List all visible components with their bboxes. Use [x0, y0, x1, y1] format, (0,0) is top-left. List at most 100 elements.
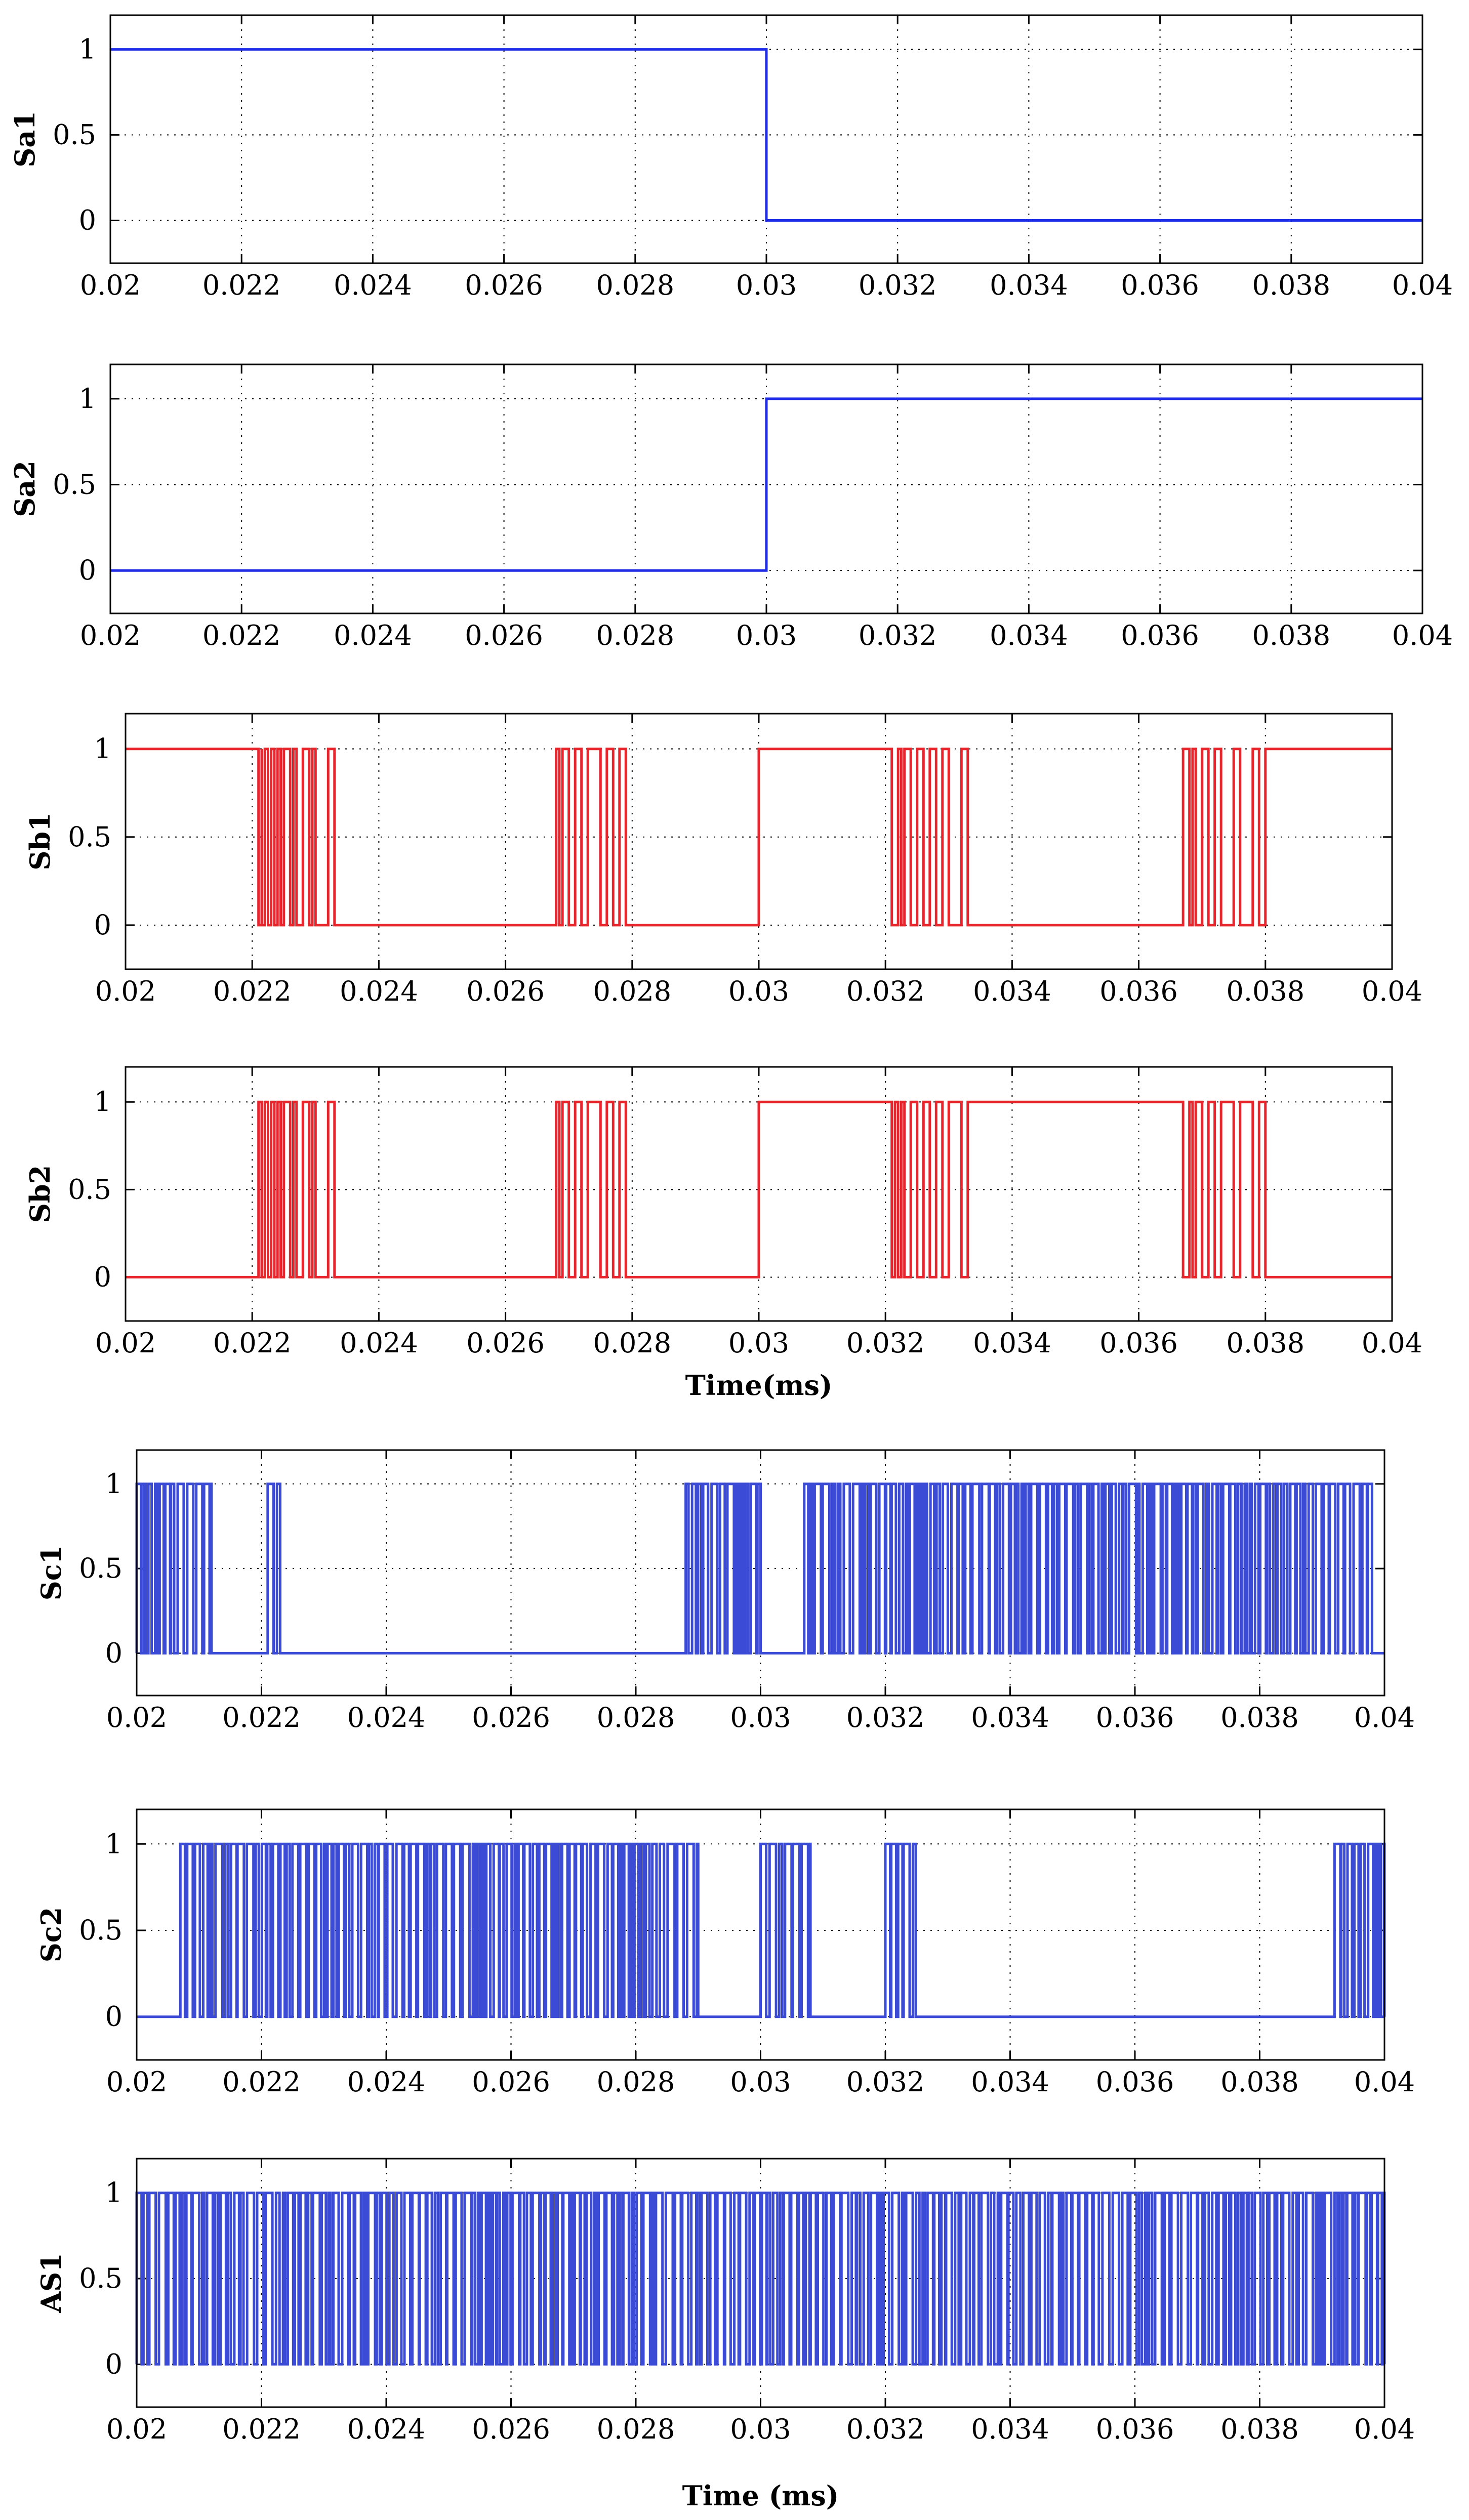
x-tick-label: 0.028 — [597, 1702, 675, 1733]
plot-frame — [136, 2158, 1385, 2408]
x-tick-label: 0.038 — [1252, 619, 1331, 651]
x-tick-label: 0.036 — [1121, 619, 1199, 651]
plot-frame — [136, 1449, 1385, 1697]
x-tick-label: 0.032 — [859, 269, 937, 301]
x-tick-label: 0.038 — [1252, 269, 1331, 301]
x-tick-label: 0.032 — [846, 2413, 925, 2445]
x-tick-label: 0.04 — [1392, 619, 1453, 651]
x-tick-label: 0.038 — [1227, 975, 1305, 1007]
y-tick-label: 1 — [79, 383, 96, 415]
signal-trace-sa1 — [110, 48, 1422, 222]
plot-frame — [109, 14, 1423, 264]
signal-trace-sa2 — [110, 397, 1422, 572]
x-tick-label: 0.028 — [593, 1327, 672, 1359]
y-axis-label: Sb2 — [24, 1165, 56, 1223]
x-tick-label: 0.028 — [597, 2413, 675, 2445]
x-tick-label: 0.034 — [990, 269, 1068, 301]
y-tick-label: 0.5 — [53, 469, 96, 501]
x-tick-label: 0.02 — [106, 2066, 167, 2098]
x-tick-label: 0.03 — [728, 975, 789, 1007]
x-tick-label: 0.032 — [846, 1327, 925, 1359]
x-tick-label: 0.022 — [202, 619, 281, 651]
signal-trace-sb2 — [126, 1100, 1392, 1278]
signal-trace-as1 — [135, 2192, 1386, 2366]
y-tick-label: 0 — [94, 909, 111, 941]
y-tick-label: 0.5 — [53, 119, 96, 151]
x-tick-label: 0.036 — [1096, 2413, 1174, 2445]
y-tick-label: 1 — [94, 1086, 111, 1118]
y-tick-label: 1 — [105, 2177, 123, 2209]
x-tick-label: 0.024 — [347, 2413, 426, 2445]
x-tick-label: 0.036 — [1099, 1327, 1178, 1359]
x-tick-label: 0.026 — [465, 619, 543, 651]
x-tick-label: 0.034 — [971, 2066, 1049, 2098]
x-tick-label: 0.034 — [973, 975, 1051, 1007]
x-tick-label: 0.028 — [596, 619, 675, 651]
y-axis-label: AS1 — [35, 2253, 67, 2313]
x-tick-label: 0.034 — [971, 1702, 1049, 1733]
x-tick-label: 0.026 — [465, 269, 543, 301]
panel-sa2: 0.02 0.022 0.024 0.026 0.028 0.03 0.032 0.034 0.… — [9, 363, 1453, 651]
x-tick-label: 0.022 — [222, 1702, 301, 1733]
x-tick-label: 0.022 — [202, 269, 281, 301]
x-tick-label: 0.04 — [1362, 975, 1422, 1007]
x-tick-label: 0.024 — [334, 619, 412, 651]
signal-trace-sc1 — [135, 1482, 1384, 1655]
x-tick-label: 0.02 — [80, 619, 141, 651]
y-tick-label: 0.5 — [68, 821, 111, 853]
y-axis-label: Sa2 — [9, 461, 41, 517]
x-tick-label: 0.024 — [340, 975, 418, 1007]
x-tick-label: 0.024 — [340, 1327, 418, 1359]
x-tick-label: 0.03 — [730, 1702, 791, 1733]
x-tick-label: 0.03 — [730, 2066, 791, 2098]
y-tick-label: 0.5 — [68, 1173, 111, 1205]
x-axis-label: Time(ms) — [685, 1369, 833, 1401]
x-tick-label: 0.028 — [596, 269, 675, 301]
panel-sb1: 0.02 0.022 0.024 0.026 0.028 0.03 0.032 0.034 0.… — [24, 713, 1422, 1007]
panel-sc1: 0.02 0.022 0.024 0.026 0.028 0.03 0.032 0.034 0.… — [35, 1449, 1415, 1733]
y-axis-label: Sb1 — [24, 812, 56, 870]
x-tick-label: 0.036 — [1099, 975, 1178, 1007]
x-tick-label: 0.03 — [730, 2413, 791, 2445]
y-tick-label: 0 — [94, 1261, 111, 1293]
y-axis-label: Sc1 — [35, 1545, 67, 1600]
x-tick-label: 0.02 — [106, 1702, 167, 1733]
y-axis-label: Sc2 — [35, 1907, 67, 1962]
y-tick-label: 1 — [105, 1828, 123, 1860]
x-tick-label: 0.02 — [106, 2413, 167, 2445]
x-tick-label: 0.028 — [593, 975, 672, 1007]
x-tick-label: 0.034 — [973, 1327, 1051, 1359]
y-tick-label: 1 — [79, 33, 96, 65]
y-tick-label: 1 — [94, 733, 111, 765]
y-axis-label: Sa1 — [9, 111, 41, 168]
x-tick-label: 0.03 — [736, 619, 797, 651]
x-tick-label: 0.038 — [1220, 1702, 1299, 1733]
y-tick-label: 0.5 — [79, 1914, 123, 1946]
y-tick-label: 1 — [105, 1468, 123, 1500]
y-tick-label: 0 — [105, 2348, 123, 2380]
x-tick-label: 0.022 — [222, 2066, 301, 2098]
x-tick-label: 0.04 — [1354, 2066, 1415, 2098]
y-tick-label: 0.5 — [79, 1552, 123, 1584]
x-tick-label: 0.02 — [80, 269, 141, 301]
x-tick-label: 0.032 — [846, 1702, 925, 1733]
x-tick-label: 0.032 — [846, 975, 925, 1007]
plot-frame — [136, 1808, 1385, 2061]
x-tick-label: 0.02 — [95, 975, 156, 1007]
y-tick-label: 0 — [105, 2001, 123, 2033]
x-tick-label: 0.036 — [1096, 1702, 1174, 1733]
x-tick-label: 0.04 — [1354, 2413, 1415, 2445]
x-tick-label: 0.022 — [213, 975, 292, 1007]
panel-as1: 0.02 0.022 0.024 0.026 0.028 0.03 0.032 0.034 0.… — [35, 2158, 1415, 2512]
x-tick-label: 0.038 — [1227, 1327, 1305, 1359]
x-tick-label: 0.03 — [736, 269, 797, 301]
y-tick-label: 0 — [105, 1637, 123, 1669]
x-tick-label: 0.024 — [347, 1702, 426, 1733]
x-tick-label: 0.026 — [466, 975, 545, 1007]
x-tick-label: 0.034 — [990, 619, 1068, 651]
plot-frame — [125, 713, 1393, 970]
x-tick-label: 0.026 — [472, 2413, 550, 2445]
signal-trace-sb1 — [126, 748, 1392, 927]
x-tick-label: 0.04 — [1392, 269, 1453, 301]
